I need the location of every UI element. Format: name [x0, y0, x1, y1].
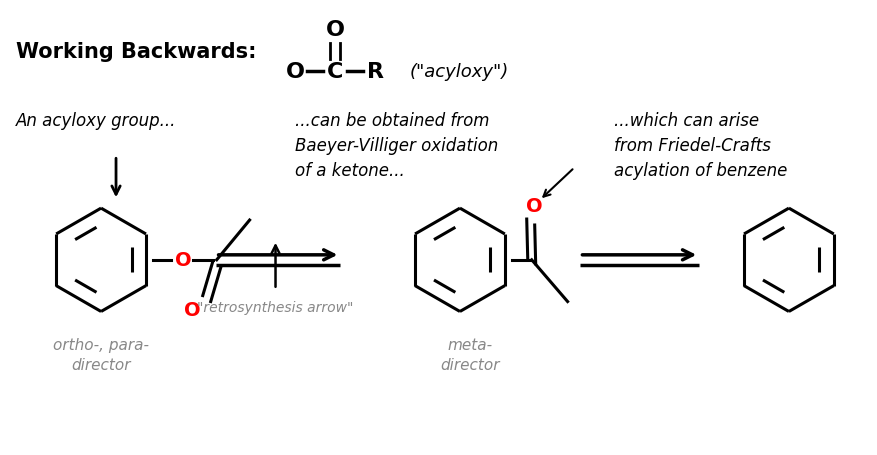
Text: "retrosynthesis arrow": "retrosynthesis arrow": [197, 300, 353, 314]
Text: O: O: [526, 196, 542, 215]
Text: O: O: [325, 20, 345, 40]
Text: O: O: [286, 62, 304, 82]
Text: ...can be obtained from
Baeyer-Villiger oxidation
of a ketone...: ...can be obtained from Baeyer-Villiger …: [296, 111, 498, 179]
Text: ortho-, para-
director: ortho-, para- director: [53, 338, 149, 372]
Text: ("acyloxy"): ("acyloxy"): [410, 63, 509, 81]
Text: C: C: [327, 62, 343, 82]
Text: R: R: [367, 62, 383, 82]
Text: O: O: [175, 251, 191, 270]
Text: An acyloxy group...: An acyloxy group...: [17, 111, 176, 129]
Text: ...which can arise
from Friedel-Crafts
acylation of benzene: ...which can arise from Friedel-Crafts a…: [614, 111, 787, 179]
Text: O: O: [184, 300, 201, 319]
Text: meta-
director: meta- director: [439, 338, 499, 372]
Text: Working Backwards:: Working Backwards:: [17, 42, 257, 62]
